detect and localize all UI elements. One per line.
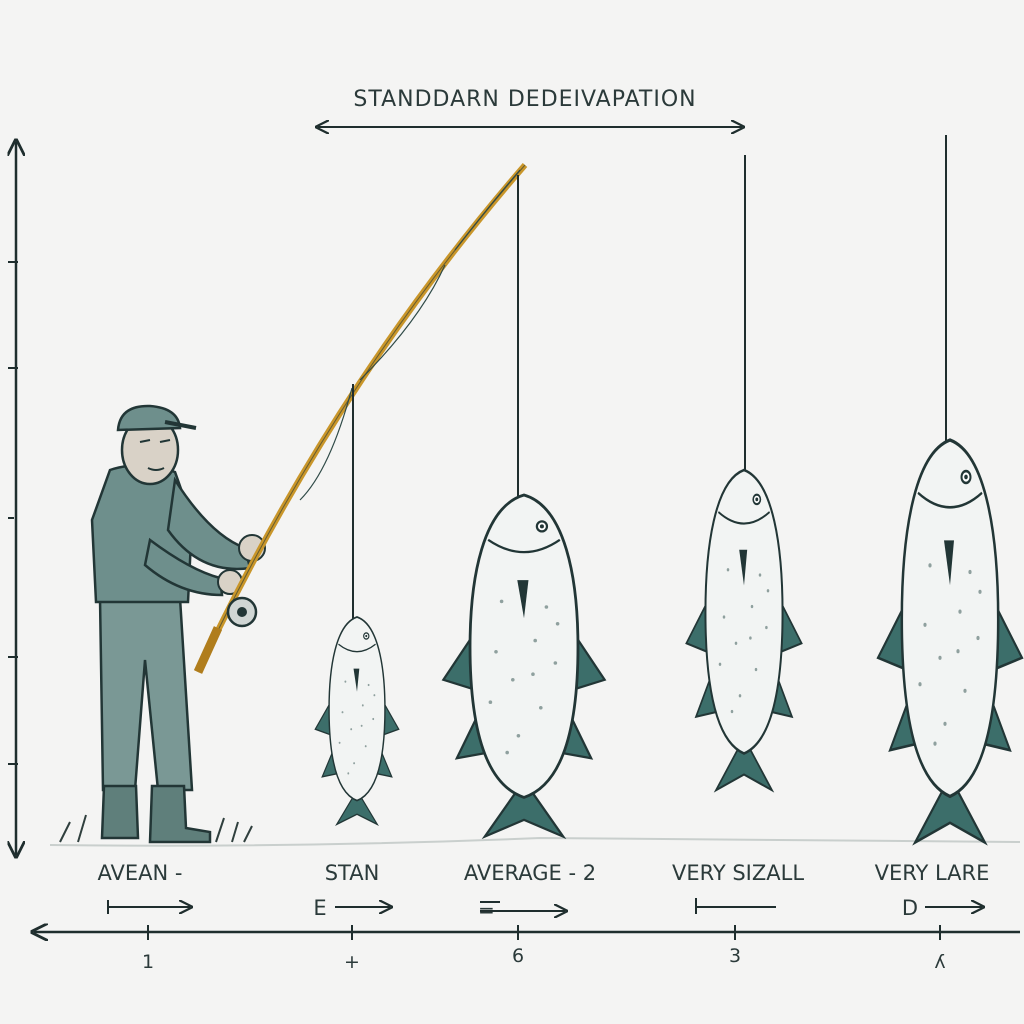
tick-label: ʎ [934, 951, 945, 973]
tick-label: 3 [729, 945, 741, 967]
ground-line [49, 836, 1021, 847]
category-label: VERY LARE [875, 861, 990, 885]
tick-label: 1 [142, 951, 154, 973]
fish-icon [441, 493, 607, 838]
fish-icon [876, 438, 1024, 845]
arrow-mark: D [902, 896, 918, 920]
fish-icon [314, 616, 400, 826]
category-label: AVEAN - [98, 861, 183, 885]
fishing-rod-icon [193, 163, 528, 674]
tick-label: + [344, 951, 360, 973]
category-label: STAN [325, 861, 380, 885]
fish-icon [685, 468, 803, 792]
fisherman-icon [59, 404, 266, 844]
category-label: VERY SIZALL [672, 861, 804, 885]
horizontal-axis-ticks [147, 925, 941, 940]
tick-label: 6 [512, 945, 524, 967]
fishing-lines [352, 135, 947, 620]
arrow-mark: = [478, 898, 495, 922]
arrow-mark: E [313, 896, 326, 920]
category-label: AVERAGE - 2 [464, 861, 596, 885]
label-arrows [107, 898, 982, 914]
vertical-axis-ticks [8, 261, 18, 765]
diagram-title: STANDDARN DEDEIVAPATION [353, 87, 696, 112]
